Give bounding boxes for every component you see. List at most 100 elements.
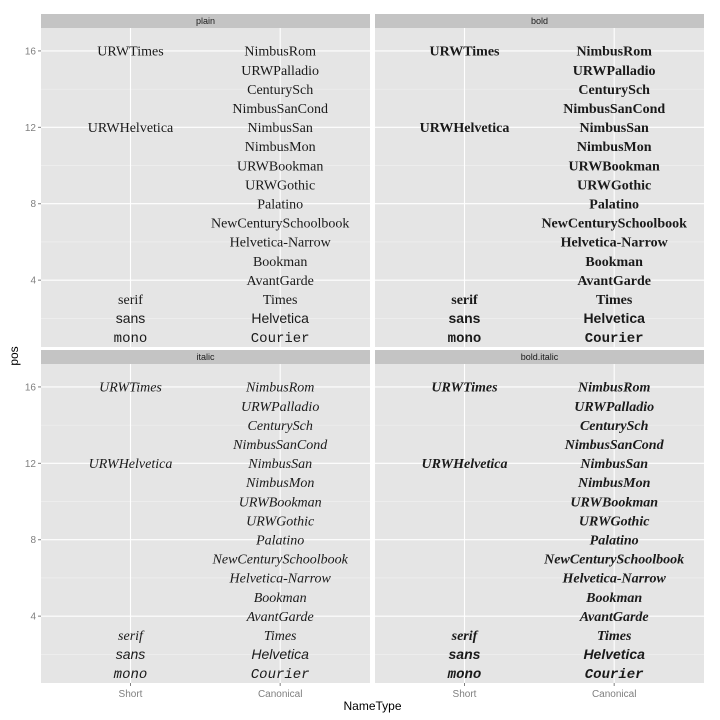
data-label: Bookman [253,255,307,270]
data-label: URWBookman [237,159,323,174]
facet-strip [375,14,704,28]
data-label: serif [118,293,143,308]
data-label: NimbusRom [244,45,316,60]
facet-bold-italic: bold.italic Short Canonical URWTimes URWHelv… [375,350,704,700]
y-tick-label: 16 [25,382,37,393]
data-label: URWHelvetica [421,457,507,472]
data-label: NewCenturySchoolbook [543,553,684,568]
data-label: AvantGarde [577,274,651,289]
data-label: NimbusMon [245,140,316,155]
data-label: Bookman [254,591,307,606]
data-label: URWPalladio [573,64,656,79]
data-label: Palatino [589,198,639,213]
data-label: URWHelvetica [88,121,174,136]
data-label: NimbusRom [576,45,652,60]
data-label: URWBookman [569,159,661,174]
y-tick-label: 8 [30,199,36,210]
data-label: URWHelvetica [420,121,510,136]
data-label: NewCenturySchoolbook [212,553,349,568]
data-label: NimbusSan [247,457,312,472]
panel-background [375,364,704,683]
data-label: URWTimes [97,45,163,60]
data-label: AvantGarde [246,610,314,625]
x-tick-label: Short [119,689,143,700]
data-label: sans [449,310,481,326]
data-label: NimbusMon [577,140,652,155]
data-label: serif [451,629,479,644]
data-label: Helvetica-Narrow [229,572,332,587]
data-label: AvantGarde [579,610,649,625]
data-label: NimbusSan [580,121,649,136]
data-label: NimbusSanCond [232,438,328,453]
data-label: serif [118,629,145,644]
facets-layer: plain 4 8 12 16 URWTimes URWHelvetica serif sans… [25,14,704,700]
data-label: CenturySch [578,83,650,98]
x-tick-label: Canonical [592,689,636,700]
x-tick-label: Canonical [258,689,302,700]
data-label: NewCenturySchoolbook [211,217,349,232]
data-label: URWTimes [431,381,498,396]
data-label: Helvetica [251,646,309,662]
data-label: URWPalladio [241,400,319,415]
axes-layer: NameType pos [7,346,402,713]
facet-strip [41,350,370,364]
data-label: URWPalladio [574,400,654,415]
y-tick-label: 8 [30,535,36,546]
facet-plain: plain 4 8 12 16 URWTimes URWHelvetica serif sans… [25,14,370,347]
data-label: serif [451,293,478,308]
data-label: NimbusSanCond [564,438,665,453]
data-label: URWGothic [245,178,315,193]
data-label: Helvetica-Narrow [561,572,666,587]
data-label: NewCenturySchoolbook [541,217,687,232]
data-label: Palatino [590,534,639,549]
data-label: Palatino [255,534,304,549]
facet-strip [41,14,370,28]
data-label: mono [114,667,148,683]
data-label: Bookman [585,591,642,606]
data-label: Times [264,629,297,644]
facet-italic: italic 4 8 12 16 Short Canonical URWTimes URWHel… [25,350,370,700]
data-label: NimbusRom [577,381,650,396]
data-label: NimbusSanCond [232,102,328,117]
y-tick-label: 16 [25,46,37,57]
data-label: Helvetica [251,310,309,326]
panel-background [41,28,370,347]
data-label: Helvetica [583,310,645,326]
data-label: URWGothic [577,178,651,193]
facet-strip-label: bold [531,16,548,26]
data-label: NimbusMon [577,476,651,491]
y-tick-label: 4 [30,276,36,287]
data-label: NimbusRom [245,381,314,396]
data-label: mono [447,667,482,683]
facet-strip-label: italic [196,352,215,362]
y-tick-label: 4 [30,612,36,623]
data-label: Helvetica [583,646,645,662]
data-label: sans [449,646,481,662]
data-label: URWPalladio [241,64,319,79]
data-label: URWTimes [99,381,162,396]
data-label: URWGothic [579,514,650,529]
data-label: CenturySch [247,83,313,98]
facet-strip-label: bold.italic [521,352,559,362]
data-label: NimbusMon [245,476,314,491]
data-label: NimbusSan [579,457,648,472]
data-label: Helvetica-Narrow [230,236,332,251]
data-label: Courier [585,331,644,347]
data-label: Palatino [257,198,303,213]
data-label: URWHelvetica [89,457,173,472]
data-label: NimbusSanCond [563,102,665,117]
data-label: Times [597,629,632,644]
data-label: Courier [251,667,310,683]
y-tick-label: 12 [25,123,37,134]
data-label: mono [114,331,148,347]
y-tick-label: 12 [25,459,37,470]
x-axis-title: NameType [343,699,401,713]
data-label: Times [263,293,298,308]
data-label: URWGothic [246,514,315,529]
data-label: mono [448,331,482,347]
data-label: CenturySch [580,419,649,434]
facet-strip-label: plain [196,16,215,26]
data-label: Times [596,293,633,308]
data-label: URWTimes [429,45,500,60]
